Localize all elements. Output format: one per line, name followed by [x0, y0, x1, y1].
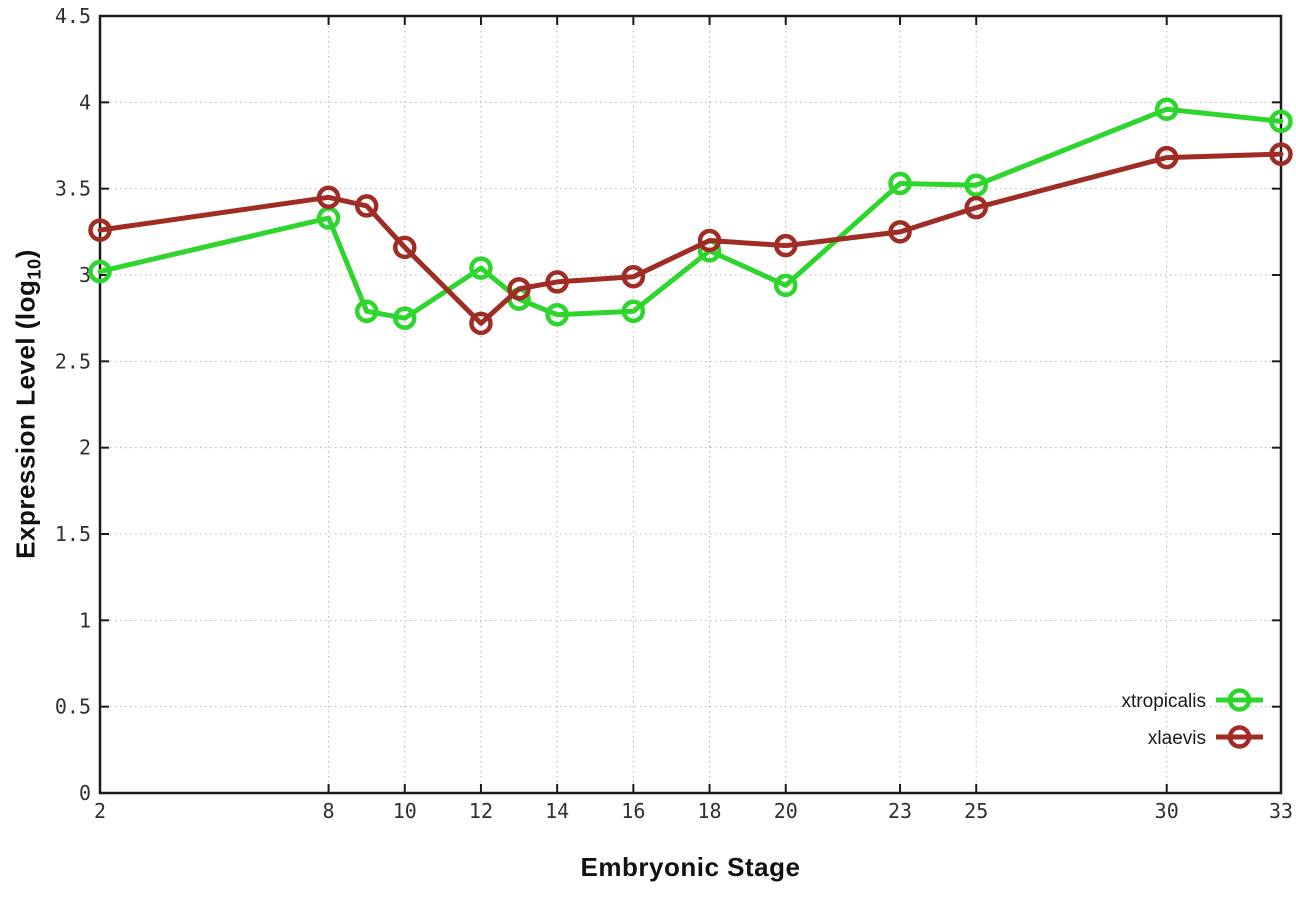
data-point-xlaevis	[1154, 145, 1179, 170]
y-tick-label: 2.5	[55, 349, 91, 373]
data-point-xlaevis	[1269, 142, 1293, 166]
x-tick-label: 2	[94, 799, 106, 823]
y-axis-title: Expression Level (log10)	[10, 249, 45, 559]
data-point-xtropicalis	[964, 173, 988, 197]
y-tick-label: 4	[79, 90, 91, 114]
y-tick-label: 0.5	[55, 695, 91, 719]
data-point-xlaevis	[697, 228, 722, 253]
tick-marks	[99, 15, 1282, 794]
legend-marker-xlaevis	[1227, 725, 1252, 749]
x-tick-label: 8	[323, 799, 335, 823]
data-point-xlaevis	[469, 311, 493, 336]
x-tick-label: 10	[393, 799, 417, 823]
y-tick-label: 1.5	[55, 522, 91, 546]
data-point-xlaevis	[964, 195, 988, 220]
data-point-xlaevis	[888, 220, 912, 244]
data-point-xtropicalis	[888, 171, 912, 196]
data-point-xtropicalis	[469, 256, 493, 280]
data-point-xtropicalis	[1154, 97, 1179, 121]
y-tick-label: 3	[79, 263, 91, 287]
legend-label-xtropicalis: xtropicalis	[1122, 691, 1206, 712]
legend-marker-xtropicalis	[1227, 688, 1252, 712]
y-tick-label: 4.5	[55, 4, 91, 28]
y-axis-title-text: Expression Level (log	[10, 279, 41, 559]
data-point-xtropicalis	[1269, 109, 1293, 134]
data-point-xlaevis	[773, 233, 798, 258]
data-point-xlaevis	[621, 264, 646, 289]
y-tick-label: 2	[79, 436, 91, 460]
x-tick-label: 16	[621, 799, 645, 823]
x-tick-label: 12	[469, 799, 493, 823]
x-tick-label: 30	[1155, 799, 1179, 823]
data-point-xtropicalis	[393, 306, 417, 330]
data-point-xtropicalis	[354, 299, 379, 324]
data-point-xlaevis	[354, 194, 379, 218]
legend: xtropicalis xlaevis	[1122, 688, 1263, 749]
series-line-xlaevis	[97, 151, 1284, 326]
data-point-xlaevis	[88, 218, 112, 242]
y-axis-title-close: )	[10, 249, 41, 259]
y-tick-label: 3.5	[55, 177, 91, 201]
data-point-xtropicalis	[621, 299, 646, 324]
legend-label-xlaevis: xlaevis	[1148, 728, 1206, 749]
y-tick-label: 0	[79, 781, 91, 805]
x-tick-label: 14	[545, 799, 569, 823]
data-point-xtropicalis	[88, 259, 112, 284]
data-point-xtropicalis	[773, 273, 798, 298]
x-tick-label: 25	[964, 799, 988, 823]
y-axis-title-subscript: 10	[24, 258, 45, 280]
series-line-xtropicalis	[97, 106, 1284, 321]
series-xtropicalis	[88, 97, 1293, 330]
data-point-xlaevis	[316, 185, 341, 210]
data-point-xlaevis	[393, 235, 417, 260]
legend-item-xlaevis: xlaevis	[1148, 725, 1263, 749]
x-tick-label: 23	[888, 799, 912, 823]
x-tick-label: 20	[774, 799, 798, 823]
gridlines	[100, 16, 1281, 793]
tick-labels: 2 8 10 12 14 16 18 20 23 25 30 33 0 0.5 1 1.5 2 2.5 3 3.5 4 4…	[55, 4, 1293, 823]
y-tick-label: 1	[79, 608, 91, 632]
legend-item-xtropicalis: xtropicalis	[1122, 688, 1263, 712]
series-xlaevis	[88, 142, 1293, 336]
data-point-xlaevis	[545, 270, 569, 294]
data-point-xlaevis	[507, 277, 531, 301]
x-axis-title: Embryonic Stage	[580, 852, 801, 882]
plot-border	[98, 14, 1283, 795]
data-point-xtropicalis	[545, 302, 569, 327]
x-tick-label: 18	[698, 799, 722, 823]
x-tick-label: 33	[1269, 799, 1293, 823]
